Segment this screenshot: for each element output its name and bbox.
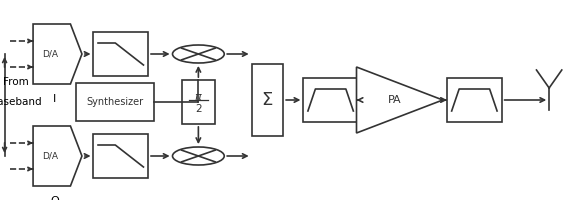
- Polygon shape: [356, 67, 443, 133]
- Text: Q: Q: [50, 196, 59, 200]
- Circle shape: [172, 45, 224, 63]
- Bar: [447, 78, 501, 122]
- Text: I: I: [53, 94, 56, 104]
- Text: $\Sigma$: $\Sigma$: [261, 91, 274, 109]
- Text: PA: PA: [388, 95, 402, 105]
- Text: 2: 2: [195, 104, 202, 114]
- Bar: [252, 64, 283, 136]
- Text: From: From: [3, 77, 29, 87]
- Bar: [76, 83, 154, 121]
- Bar: [93, 32, 148, 76]
- Text: $\pi$: $\pi$: [194, 92, 203, 102]
- Polygon shape: [33, 24, 82, 84]
- Bar: [93, 134, 148, 178]
- Polygon shape: [33, 126, 82, 186]
- Bar: [182, 80, 215, 124]
- Text: D/A: D/A: [42, 152, 58, 160]
- Circle shape: [172, 147, 224, 165]
- Bar: [304, 78, 358, 122]
- Text: D/A: D/A: [42, 49, 58, 58]
- Text: Synthesizer: Synthesizer: [86, 97, 144, 107]
- Text: Baseband: Baseband: [0, 97, 42, 107]
